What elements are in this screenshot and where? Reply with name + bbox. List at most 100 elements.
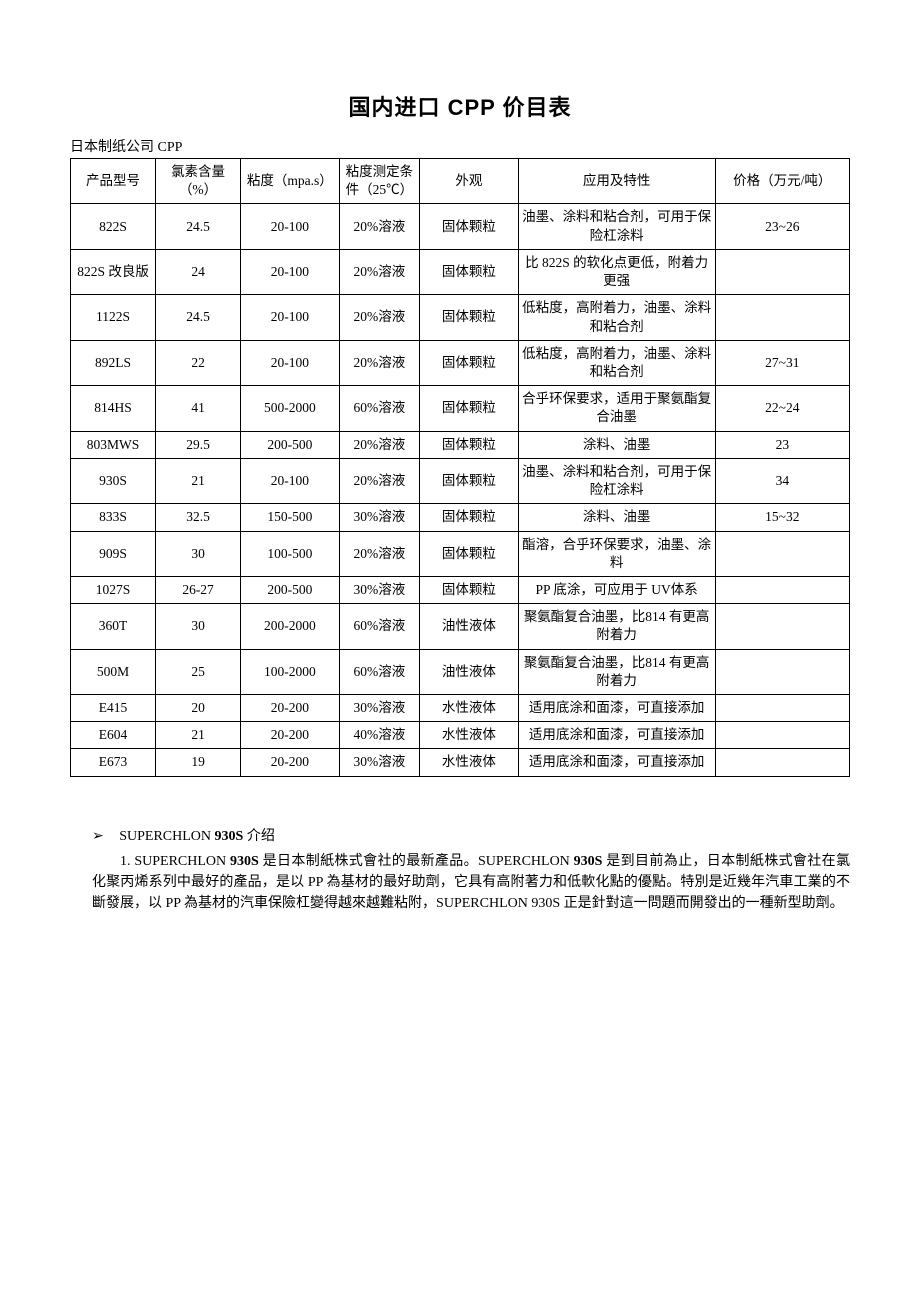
table-row: 1027S26-27200-50030%溶液固体颗粒PP 底涂，可应用于 UV体…: [71, 576, 850, 603]
table-cell: 500-2000: [241, 386, 339, 431]
table-cell: 26-27: [156, 576, 241, 603]
th-price: 价格（万元/吨）: [715, 159, 849, 204]
table-cell: 酯溶，合乎环保要求，油墨、涂料: [518, 531, 715, 576]
table-cell: 固体颗粒: [420, 576, 518, 603]
table-cell: 20-100: [241, 204, 339, 249]
th-chlorine: 氯素含量（%）: [156, 159, 241, 204]
table-cell: 25: [156, 649, 241, 694]
table-cell: 29.5: [156, 431, 241, 458]
table-cell: 固体颗粒: [420, 249, 518, 294]
table-cell: 40%溶液: [339, 722, 420, 749]
table-cell: 水性液体: [420, 749, 518, 776]
table-row: 822S24.520-10020%溶液固体颗粒油墨、涂料和粘合剂，可用于保险杠涂…: [71, 204, 850, 249]
table-cell: [715, 249, 849, 294]
table-cell: 20-200: [241, 749, 339, 776]
table-cell: 固体颗粒: [420, 295, 518, 340]
table-cell: 200-500: [241, 576, 339, 603]
table-cell: 20%溶液: [339, 249, 420, 294]
heading-text-suffix: 介绍: [247, 829, 275, 844]
th-appearance: 外观: [420, 159, 518, 204]
table-cell: 20%溶液: [339, 431, 420, 458]
th-viscosity: 粘度（mpa.s）: [241, 159, 339, 204]
table-row: 803MWS29.5200-50020%溶液固体颗粒涂料、油墨23: [71, 431, 850, 458]
table-cell: E673: [71, 749, 156, 776]
table-cell: 1027S: [71, 576, 156, 603]
table-cell: 32.5: [156, 504, 241, 531]
table-row: E4152020-20030%溶液水性液体适用底涂和面漆，可直接添加: [71, 695, 850, 722]
table-cell: 适用底涂和面漆，可直接添加: [518, 749, 715, 776]
table-cell: 500M: [71, 649, 156, 694]
table-cell: 20-100: [241, 249, 339, 294]
table-cell: 30%溶液: [339, 749, 420, 776]
table-cell: 20: [156, 695, 241, 722]
table-cell: 比 822S 的软化点更低，附着力更强: [518, 249, 715, 294]
table-cell: 涂料、油墨: [518, 504, 715, 531]
table-cell: 41: [156, 386, 241, 431]
table-cell: 固体颗粒: [420, 431, 518, 458]
table-cell: 23~26: [715, 204, 849, 249]
table-cell: 22~24: [715, 386, 849, 431]
bullet-icon: ➢: [92, 827, 104, 843]
table-cell: [715, 576, 849, 603]
table-cell: [715, 604, 849, 649]
table-cell: 聚氨酯复合油墨，比814 有更高附着力: [518, 649, 715, 694]
table-cell: 21: [156, 722, 241, 749]
table-cell: 20%溶液: [339, 531, 420, 576]
table-cell: 20%溶液: [339, 340, 420, 385]
para-part-0: 1. SUPERCHLON: [120, 854, 226, 869]
table-cell: 24.5: [156, 204, 241, 249]
table-cell: 20-100: [241, 458, 339, 503]
table-cell: 30: [156, 604, 241, 649]
table-cell: 适用底涂和面漆，可直接添加: [518, 722, 715, 749]
table-row: 822S 改良版2420-10020%溶液固体颗粒比 822S 的软化点更低，附…: [71, 249, 850, 294]
table-cell: 150-500: [241, 504, 339, 531]
table-cell: 聚氨酯复合油墨，比814 有更高附着力: [518, 604, 715, 649]
table-cell: 油墨、涂料和粘合剂，可用于保险杠涂料: [518, 204, 715, 249]
para-part-2: 是日本制紙株式會社的最新產品。SUPERCHLON: [263, 854, 570, 869]
table-cell: 19: [156, 749, 241, 776]
table-cell: 低粘度，高附着力，油墨、涂料和粘合剂: [518, 295, 715, 340]
table-cell: 固体颗粒: [420, 204, 518, 249]
table-cell: 30%溶液: [339, 695, 420, 722]
table-cell: 水性液体: [420, 695, 518, 722]
table-cell: 20%溶液: [339, 458, 420, 503]
table-row: E6042120-20040%溶液水性液体适用底涂和面漆，可直接添加: [71, 722, 850, 749]
subtitle: 日本制纸公司 CPP: [70, 136, 850, 156]
table-cell: 30%溶液: [339, 576, 420, 603]
table-cell: 20%溶液: [339, 295, 420, 340]
table-cell: 822S 改良版: [71, 249, 156, 294]
table-cell: 合乎环保要求，适用于聚氨酯复合油墨: [518, 386, 715, 431]
th-application: 应用及特性: [518, 159, 715, 204]
table-cell: 20-200: [241, 722, 339, 749]
table-cell: 60%溶液: [339, 386, 420, 431]
table-cell: 30: [156, 531, 241, 576]
table-cell: 20%溶液: [339, 204, 420, 249]
table-cell: 22: [156, 340, 241, 385]
table-cell: 909S: [71, 531, 156, 576]
table-row: 814HS41500-200060%溶液固体颗粒合乎环保要求，适用于聚氨酯复合油…: [71, 386, 850, 431]
table-row: 1122S24.520-10020%溶液固体颗粒低粘度，高附着力，油墨、涂料和粘…: [71, 295, 850, 340]
price-table: 产品型号 氯素含量（%） 粘度（mpa.s） 粘度测定条件（25℃） 外观 应用…: [70, 158, 850, 777]
table-cell: E415: [71, 695, 156, 722]
table-cell: 814HS: [71, 386, 156, 431]
table-cell: 固体颗粒: [420, 458, 518, 503]
table-cell: 100-2000: [241, 649, 339, 694]
table-cell: 822S: [71, 204, 156, 249]
table-cell: [715, 295, 849, 340]
table-cell: 21: [156, 458, 241, 503]
table-cell: 27~31: [715, 340, 849, 385]
table-row: 930S2120-10020%溶液固体颗粒油墨、涂料和粘合剂，可用于保险杠涂料3…: [71, 458, 850, 503]
table-cell: 930S: [71, 458, 156, 503]
table-cell: 油性液体: [420, 604, 518, 649]
table-cell: 24.5: [156, 295, 241, 340]
table-cell: 固体颗粒: [420, 386, 518, 431]
table-cell: 固体颗粒: [420, 504, 518, 531]
table-cell: 适用底涂和面漆，可直接添加: [518, 695, 715, 722]
table-cell: [715, 695, 849, 722]
table-cell: 固体颗粒: [420, 340, 518, 385]
table-cell: 360T: [71, 604, 156, 649]
page-title: 国内进口 CPP 价目表: [70, 90, 850, 122]
table-row: 892LS2220-10020%溶液固体颗粒低粘度，高附着力，油墨、涂料和粘合剂…: [71, 340, 850, 385]
th-condition: 粘度测定条件（25℃）: [339, 159, 420, 204]
table-cell: 20-100: [241, 340, 339, 385]
